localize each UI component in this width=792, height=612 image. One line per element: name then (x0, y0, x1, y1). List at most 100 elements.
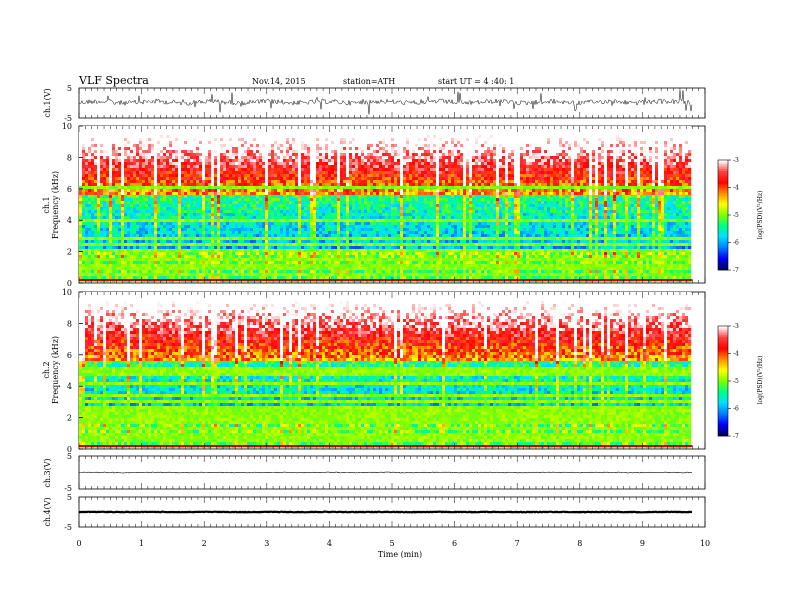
spectrogram-cell (181, 210, 184, 213)
spectrogram-cell (88, 126, 91, 129)
spectrogram-cell (148, 207, 151, 210)
spectrogram-cell (91, 243, 94, 246)
spectrogram-cell (334, 264, 337, 267)
spectrogram-cell (244, 192, 247, 195)
spectrogram-cell (241, 261, 244, 264)
spectrogram-cell (247, 189, 250, 192)
spectrogram-cell (205, 165, 208, 168)
spectrogram-cell (181, 195, 184, 198)
spectrogram-cell (214, 189, 217, 192)
spectrogram-cell (223, 189, 226, 192)
spectrogram-cell (208, 273, 211, 276)
spectrogram-cell (268, 147, 271, 150)
spectrogram-cell (298, 207, 301, 210)
spectrogram-cell (211, 198, 214, 201)
spectrogram-cell (295, 129, 298, 132)
spectrogram-cell (295, 183, 298, 186)
spectrogram-cell (196, 147, 199, 150)
spectrogram-cell (358, 144, 361, 147)
spectrogram-cell (319, 183, 322, 186)
spectrogram-cell (166, 156, 169, 159)
spectrogram-cell (196, 171, 199, 174)
spectrogram-cell (319, 216, 322, 219)
spectrogram-cell (130, 189, 133, 192)
spectrogram-cell (190, 192, 193, 195)
spectrogram-cell (178, 150, 181, 153)
spectrogram-cell (343, 252, 346, 255)
spectrogram-cell (121, 156, 124, 159)
spectrogram-cell (226, 231, 229, 234)
spectrogram-cell (340, 216, 343, 219)
spectrogram-cell (265, 252, 268, 255)
spectrogram-cell (361, 267, 364, 270)
spectrogram-cell (280, 192, 283, 195)
spectrogram-cell (82, 138, 85, 141)
spectrogram-cell (253, 189, 256, 192)
spectrogram-cell (301, 174, 304, 177)
spectrogram-cell (343, 168, 346, 171)
spectrogram-cell (154, 249, 157, 252)
spectrogram-cell (118, 201, 121, 204)
spectrogram-cell (316, 213, 319, 216)
spectrogram-cell (241, 186, 244, 189)
spectrogram-cell (145, 162, 148, 165)
spectrogram-cell (151, 267, 154, 270)
spectrogram-cell (295, 204, 298, 207)
spectrogram-cell (274, 252, 277, 255)
spectrogram-cell (154, 174, 157, 177)
spectrogram-cell (193, 201, 196, 204)
spectrogram-cell (112, 255, 115, 258)
spectrogram-cell (196, 126, 199, 129)
spectrogram-cell (223, 216, 226, 219)
spectrogram-cell (181, 132, 184, 135)
spectrogram-cell (103, 219, 106, 222)
spectrogram-cell (160, 156, 163, 159)
spectrogram-cell (298, 168, 301, 171)
spectrogram-cell (358, 147, 361, 150)
spectrogram-cell (259, 261, 262, 264)
spectrogram-cell (253, 156, 256, 159)
spectrogram-cell (175, 240, 178, 243)
spectrogram-cell (244, 261, 247, 264)
spectrogram-cell (274, 240, 277, 243)
spectrogram-cell (241, 237, 244, 240)
spectrogram-cell (292, 168, 295, 171)
spectrogram-cell (166, 183, 169, 186)
spectrogram-cell (208, 156, 211, 159)
spectrogram-cell (97, 228, 100, 231)
spectrogram-cell (157, 162, 160, 165)
spectrogram-cell (259, 201, 262, 204)
spectrogram-cell (268, 276, 271, 279)
spectrogram-cell (178, 144, 181, 147)
spectrogram-cell (271, 255, 274, 258)
spectrogram-cell (157, 270, 160, 273)
spectrogram-cell (109, 165, 112, 168)
spectrogram-cell (310, 183, 313, 186)
spectrogram-cell (268, 198, 271, 201)
spectrogram-cell (259, 150, 262, 153)
spectrogram-cell (310, 210, 313, 213)
spectrogram-cell (274, 126, 277, 129)
spectrogram-cell (124, 267, 127, 270)
spectrogram-cell (166, 228, 169, 231)
spectrogram-cell (181, 213, 184, 216)
spectrogram-cell (139, 162, 142, 165)
spectrogram-cell (181, 264, 184, 267)
spectrogram-cell (88, 273, 91, 276)
spectrogram-cell (112, 126, 115, 129)
spectrogram-cell (163, 129, 166, 132)
spectrogram-cell (340, 201, 343, 204)
spectrogram-cell (196, 234, 199, 237)
spectrogram-cell (115, 171, 118, 174)
spectrogram-cell (364, 201, 367, 204)
spectrogram-cell (307, 180, 310, 183)
spectrogram-cell (82, 168, 85, 171)
spectrogram-cell (118, 195, 121, 198)
spectrogram-cell (115, 180, 118, 183)
spectrogram-cell (253, 270, 256, 273)
spectrogram-cell (88, 267, 91, 270)
spectrogram-cell (331, 159, 334, 162)
spectrogram-cell (118, 189, 121, 192)
spectrogram-cell (250, 171, 253, 174)
spectrogram-cell (337, 159, 340, 162)
